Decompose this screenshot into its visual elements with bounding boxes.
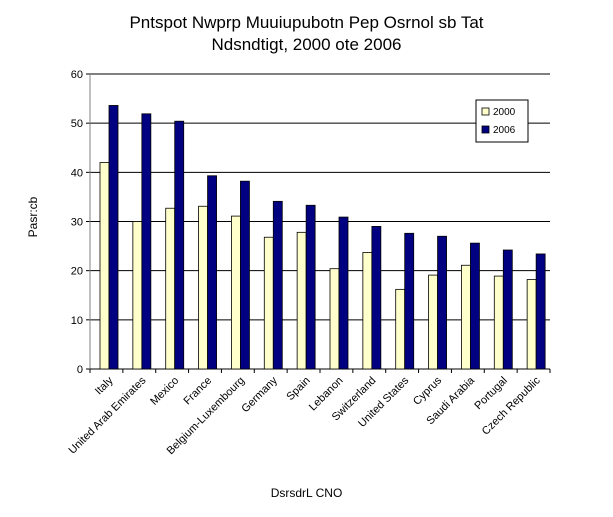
bar-2000-saudi-arabia (461, 264, 471, 370)
bar-2006-saudi-arabia (470, 242, 480, 370)
bar-2006-belgium-luxembourg (240, 180, 250, 370)
bar-2006-spain (305, 204, 316, 370)
y-tick-label: 10 (71, 315, 83, 327)
legend-label-2006: 2006 (493, 125, 516, 136)
bar-2000-portugal (493, 275, 504, 370)
bar-2000-czech-republic (526, 279, 537, 370)
x-tick-label: Italy (93, 374, 116, 397)
bar-2006-portugal (502, 249, 513, 370)
bar-2006-germany (272, 200, 283, 370)
bar-2000-united-arab-emirates (132, 221, 143, 370)
legend-box (475, 99, 529, 143)
bar-2006-switzerland (371, 226, 382, 370)
y-tick-label: 60 (71, 69, 83, 81)
x-tick-label: Spain (284, 375, 312, 403)
y-tick-label: 40 (71, 167, 83, 179)
x-tick-label: France (181, 375, 214, 408)
x-axis-label: DsrsdrL CNO (270, 486, 343, 500)
bar-2000-france (198, 205, 208, 370)
legend-label-2000: 2000 (493, 107, 516, 118)
y-tick-label: 20 (71, 266, 83, 278)
bar-2006-united-arab-emirates (141, 113, 152, 370)
bar-2000-switzerland (362, 252, 373, 370)
chart-title-line-2: Ndsndtigt, 2000 ote 2006 (211, 35, 402, 54)
bar-2006-czech-republic (535, 253, 546, 370)
x-tick-label: Germany (239, 374, 280, 415)
bar-2006-united-states (404, 232, 415, 370)
y-tick-label: 0 (77, 364, 83, 376)
bar-2000-germany (263, 236, 274, 370)
legend-swatch-2000 (481, 107, 490, 116)
bar-2006-italy (108, 105, 119, 370)
bar-2000-italy (99, 162, 110, 370)
bar-2006-france (207, 175, 217, 370)
x-tick-label: Czech Republic (480, 374, 543, 437)
legend-swatch-2006 (481, 125, 490, 134)
bar-2000-spain (296, 231, 307, 370)
y-tick-label: 30 (71, 217, 83, 229)
bar-2000-belgium-luxembourg (231, 215, 241, 370)
y-tick-label: 50 (71, 118, 83, 130)
bar-2000-mexico (165, 207, 176, 370)
bar-2006-lebanon (338, 216, 349, 370)
bar-2000-lebanon (329, 268, 340, 370)
bar-2006-mexico (174, 120, 185, 370)
chart-title-line-1: Pntspot Nwprp Muuiupubotn Pep Osrnol sb … (129, 13, 484, 32)
bar-2000-cyprus (428, 274, 438, 370)
bar-2006-cyprus (437, 235, 447, 370)
bar-2000-united-states (395, 288, 406, 370)
x-tick-label: Mexico (148, 375, 181, 408)
